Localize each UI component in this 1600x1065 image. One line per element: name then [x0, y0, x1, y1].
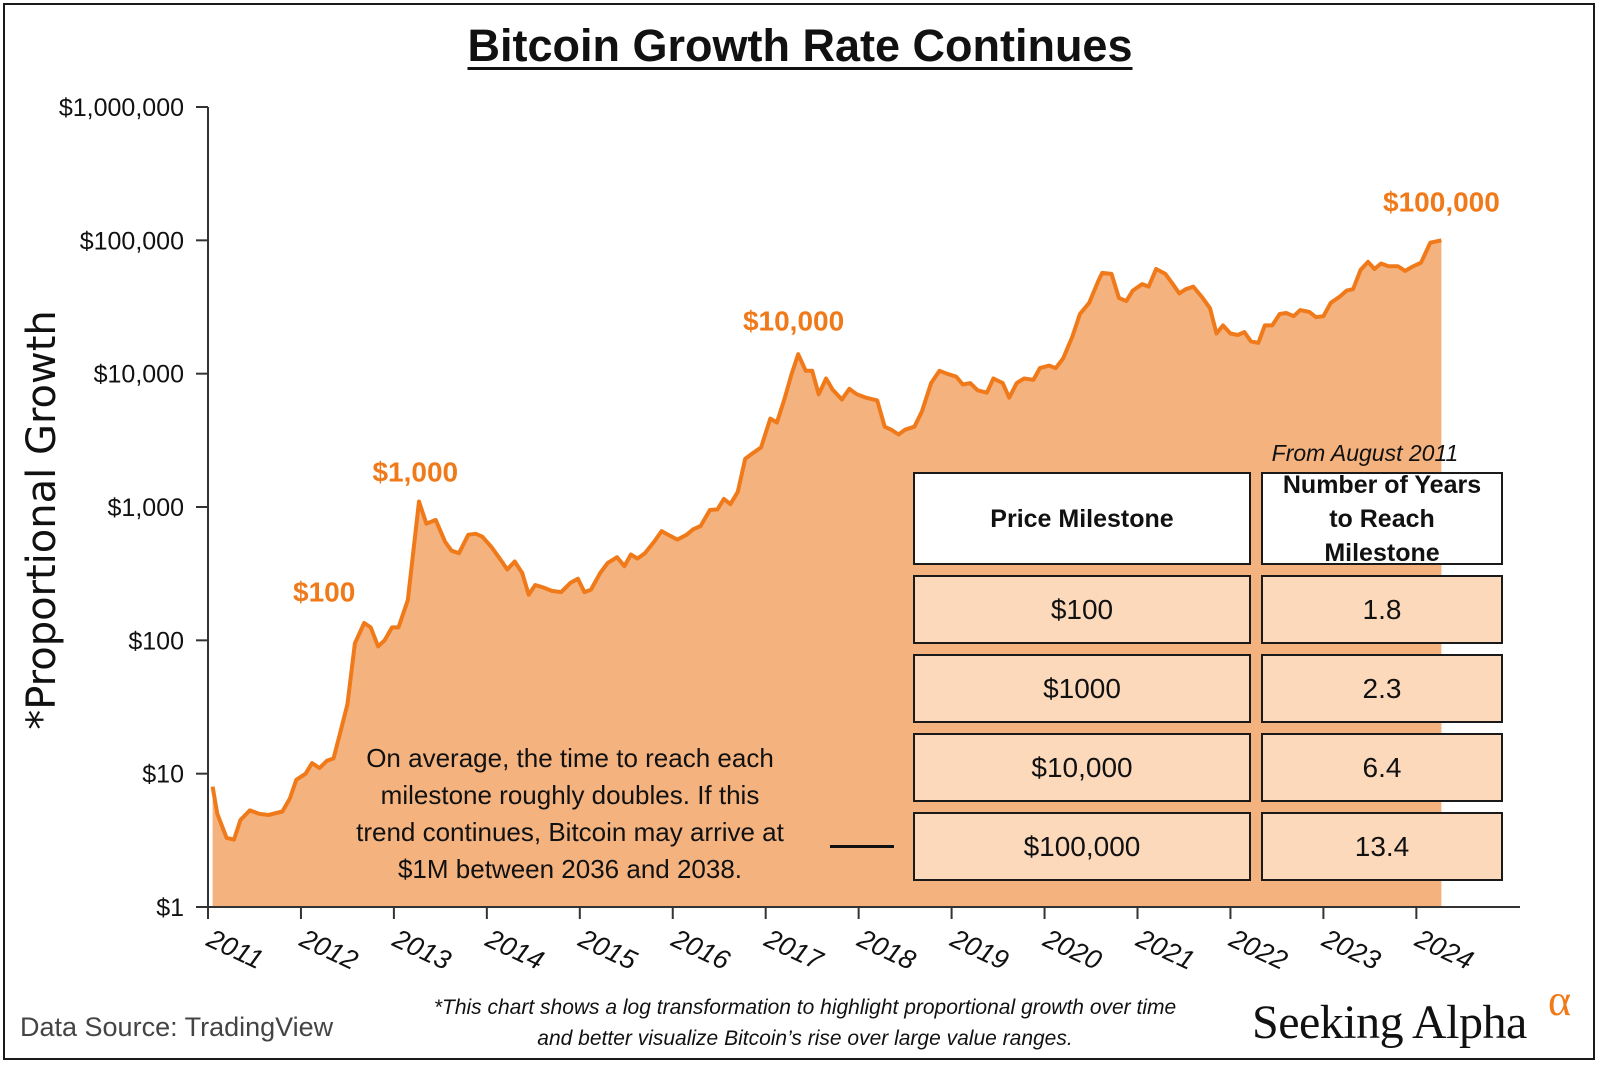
data-source: Data Source: TradingView — [20, 1012, 334, 1042]
table-cell-years: 2.3 — [1261, 654, 1503, 723]
y-tick-label: $100 — [128, 627, 184, 655]
table-cell-milestone: $10,000 — [913, 733, 1251, 802]
x-tick-label: 2020 — [1038, 923, 1106, 976]
x-tick-label: 2014 — [480, 923, 548, 976]
y-tick-label: $1,000,000 — [59, 94, 184, 122]
x-tick-label: 2011 — [202, 923, 268, 975]
table-header-milestone: Price Milestone — [913, 472, 1251, 565]
milestone-label: $100,000 — [1383, 186, 1500, 217]
milestone-label: $100 — [293, 577, 355, 608]
milestone-label: $10,000 — [743, 306, 844, 337]
table-cell-milestone: $100,000 — [913, 812, 1251, 881]
y-tick-label: $1,000 — [108, 494, 184, 522]
x-tick-label: 2012 — [295, 923, 363, 976]
seeking-alpha-logo: Seeking Alpha — [1252, 996, 1527, 1049]
table-caption: From August 2011 — [1271, 440, 1459, 466]
alpha-logo-icon: α — [1548, 976, 1572, 1025]
price-line — [210, 238, 1442, 842]
milestone-label: $1,000 — [372, 457, 458, 488]
x-tick-label: 2023 — [1317, 923, 1385, 976]
y-tick-label: $10,000 — [94, 361, 184, 389]
x-tick-label: 2015 — [573, 923, 642, 976]
x-tick-label: 2018 — [852, 923, 920, 976]
x-tick-label: 2024 — [1410, 923, 1478, 976]
table-cell-milestone: $100 — [913, 575, 1251, 644]
chart-title: Bitcoin Growth Rate Continues — [467, 20, 1133, 71]
table-cell-years: 1.8 — [1261, 575, 1503, 644]
table-header-years: Number of Years to Reach Milestone — [1261, 471, 1503, 567]
y-tick-label: $1 — [156, 894, 184, 922]
x-tick-label: 2013 — [387, 923, 455, 976]
y-tick-label: $100,000 — [80, 227, 184, 255]
milestone-annotations: $100 $1,000 $10,000 $100,000 — [293, 186, 1500, 607]
table-cell-years: 6.4 — [1261, 733, 1503, 802]
table-cell-years: 13.4 — [1261, 812, 1503, 881]
x-tick-label: 2016 — [666, 923, 735, 976]
x-tick-label: 2022 — [1224, 923, 1292, 976]
trend-note: On average, the time to reach each miles… — [356, 743, 784, 884]
log-scale-footnote: *This chart shows a log transformation t… — [433, 996, 1177, 1050]
x-tick-label: 2019 — [945, 923, 1013, 976]
note-connector-line — [830, 845, 894, 848]
x-tick-label: 2021 — [1131, 923, 1199, 976]
table-cell-milestone: $1000 — [913, 654, 1251, 723]
x-tick-label: 2017 — [759, 923, 828, 976]
y-tick-label: $10 — [142, 761, 184, 789]
